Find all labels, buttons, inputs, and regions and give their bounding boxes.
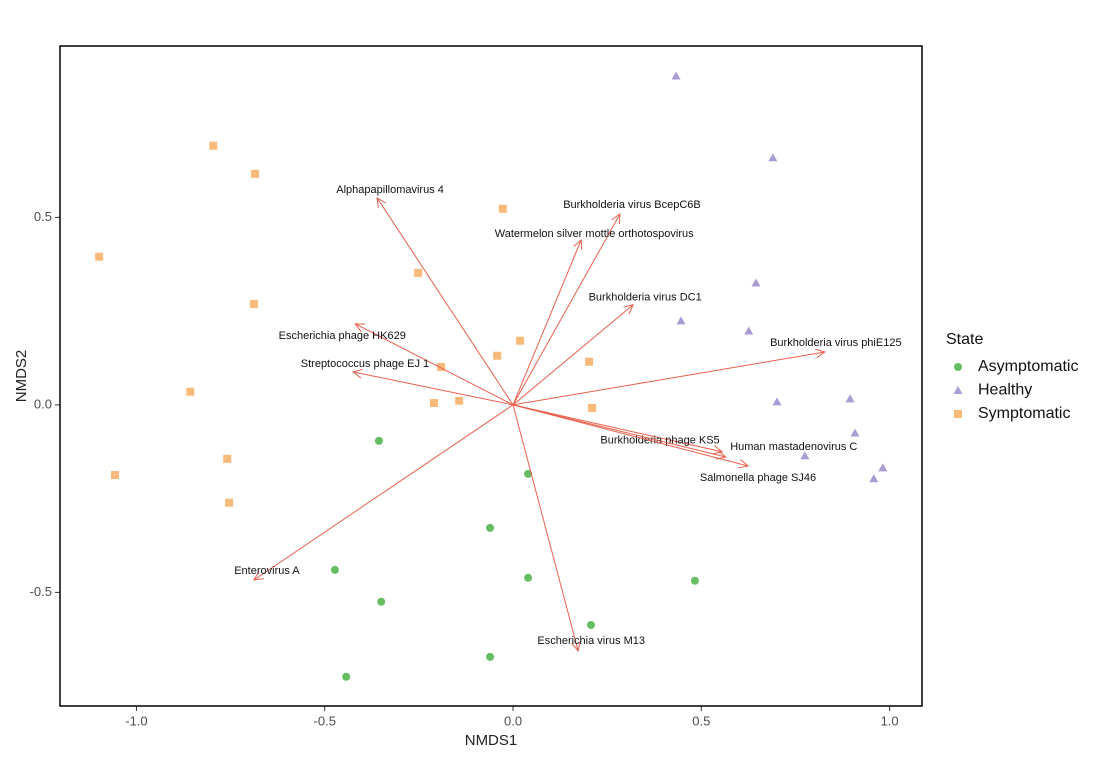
vector-arrow bbox=[512, 404, 750, 469]
point bbox=[110, 471, 119, 479]
point bbox=[429, 399, 438, 407]
vector-label: Escherichia virus M13 bbox=[537, 635, 645, 647]
vector-arrow bbox=[376, 196, 514, 406]
legend-label: Asymptomatic bbox=[978, 358, 1078, 375]
point bbox=[524, 469, 533, 478]
point bbox=[342, 672, 351, 681]
x-tick-label: 0.5 bbox=[692, 713, 710, 728]
vector-label: Streptococcus phage EJ 1 bbox=[301, 358, 429, 370]
point bbox=[516, 336, 525, 345]
point bbox=[690, 576, 699, 585]
point bbox=[676, 316, 686, 325]
point bbox=[585, 357, 594, 366]
point bbox=[498, 204, 507, 213]
legend-title: State bbox=[946, 331, 983, 348]
legend-label: Healthy bbox=[978, 382, 1032, 399]
vector-arrow bbox=[512, 404, 724, 455]
vector-arrow bbox=[252, 404, 514, 581]
x-tick-label: -1.0 bbox=[125, 713, 147, 728]
vector-label: Human mastadenovirus C bbox=[730, 441, 857, 453]
point bbox=[223, 454, 232, 463]
legend-label: Symptomatic bbox=[978, 405, 1070, 422]
vector-label: Alphapapillomavirus 4 bbox=[336, 184, 444, 196]
point bbox=[845, 394, 855, 403]
vector-label: Escherichia phage HK629 bbox=[279, 330, 406, 342]
point bbox=[751, 278, 761, 287]
vector-label: Burkholderia virus DC1 bbox=[589, 292, 702, 304]
point bbox=[377, 597, 386, 606]
vector-label: Burkholderia virus BcepC6B bbox=[563, 199, 701, 211]
point bbox=[800, 451, 810, 460]
x-axis-title: NMDS1 bbox=[465, 732, 518, 749]
point bbox=[671, 71, 681, 80]
vector-arrow bbox=[512, 404, 581, 652]
point bbox=[586, 621, 595, 629]
point bbox=[524, 573, 533, 582]
panel-border bbox=[59, 45, 923, 707]
legend-marker bbox=[954, 363, 962, 371]
vector-arrow bbox=[512, 304, 635, 406]
x-tick-label: 1.0 bbox=[881, 713, 899, 728]
vector-label: Burkholderia virus phiE125 bbox=[770, 337, 901, 349]
point bbox=[95, 252, 104, 261]
vector-label: Watermelon silver mottle orthotospovirus bbox=[495, 228, 694, 240]
point bbox=[330, 565, 339, 574]
vector-arrow bbox=[512, 212, 621, 406]
y-tick-label: 0.5 bbox=[34, 209, 52, 224]
point bbox=[768, 153, 778, 162]
point bbox=[414, 268, 423, 277]
point bbox=[744, 326, 754, 335]
point bbox=[486, 523, 495, 532]
y-axis-title: NMDS2 bbox=[13, 350, 30, 403]
vector-arrow bbox=[351, 368, 514, 406]
point bbox=[588, 403, 597, 412]
legend-marker bbox=[953, 386, 963, 394]
point bbox=[772, 397, 782, 406]
legend-marker bbox=[954, 410, 962, 418]
vector-label: Enterovirus A bbox=[234, 565, 300, 577]
vector-label: Salmonella phage SJ46 bbox=[700, 472, 816, 484]
point bbox=[493, 351, 502, 360]
point bbox=[251, 169, 260, 178]
point bbox=[209, 141, 218, 150]
point bbox=[374, 436, 383, 445]
y-tick-label: -0.5 bbox=[30, 584, 52, 599]
x-tick-label: -0.5 bbox=[314, 713, 336, 728]
point bbox=[186, 387, 195, 396]
point bbox=[249, 300, 258, 308]
vector-arrow bbox=[512, 348, 826, 406]
point bbox=[225, 498, 234, 507]
y-tick-label: 0.0 bbox=[34, 396, 52, 411]
point bbox=[850, 428, 860, 437]
point bbox=[878, 463, 888, 472]
point bbox=[869, 474, 879, 483]
x-tick-label: 0.0 bbox=[504, 713, 522, 728]
vector-arrow bbox=[512, 238, 583, 406]
point bbox=[486, 652, 495, 661]
point bbox=[437, 363, 446, 371]
point bbox=[455, 396, 464, 405]
vector-arrow bbox=[354, 323, 514, 406]
